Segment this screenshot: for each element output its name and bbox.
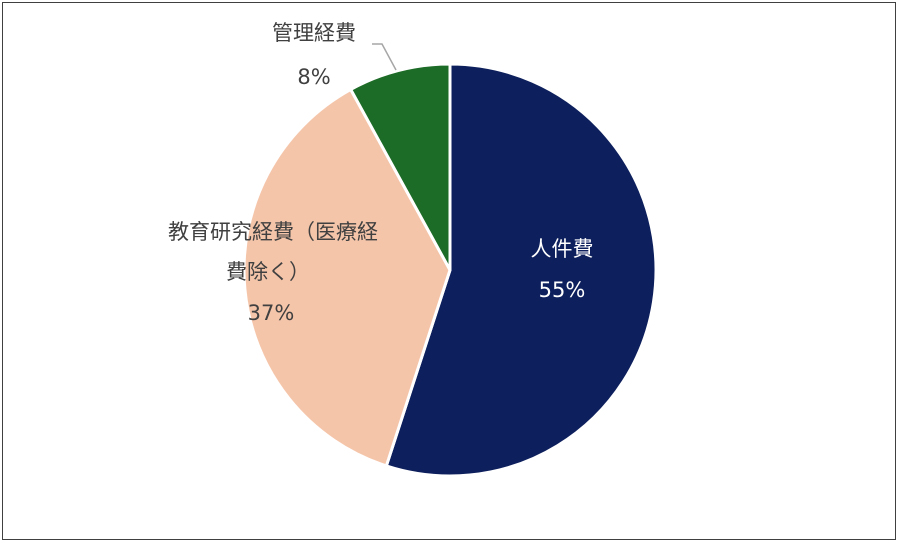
slice-personnel (384, 62, 658, 478)
label-personnel-value: 55% (539, 278, 586, 302)
slice-education-research (242, 87, 452, 468)
label-education-value: 37% (248, 301, 295, 325)
leader-line-admin (372, 43, 397, 71)
label-admin-name: 管理経費 (272, 21, 356, 45)
label-personnel-name: 人件費 (531, 237, 594, 261)
label-education-name-line1: 教育研究経費（医療経 (168, 220, 378, 244)
label-education-name-line2: 費除く） (226, 260, 310, 284)
slice-admin (349, 62, 452, 272)
pie-slices (242, 62, 658, 478)
label-admin-value: 8% (297, 65, 330, 89)
